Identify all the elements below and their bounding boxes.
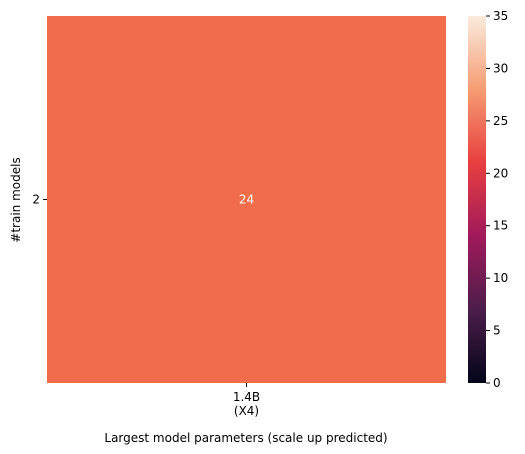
colorbar-tick-label: 30 <box>493 61 508 75</box>
y-axis-ticks: 2 <box>32 193 47 207</box>
colorbar-tick-label: 5 <box>493 324 501 338</box>
colorbar-tick-label: 25 <box>493 114 508 128</box>
colorbar-ticks: 0 5 10 15 20 25 30 35 <box>486 9 508 390</box>
heatmap-cell <box>47 16 446 383</box>
colorbar-tick-label: 0 <box>493 376 501 390</box>
colorbar-tick-label: 10 <box>493 271 508 285</box>
colorbar-tick-label: 20 <box>493 166 508 180</box>
colorbar-tick-label: 35 <box>493 9 508 23</box>
colorbar-tick-label: 15 <box>493 219 508 233</box>
x-tick-label: (X4) <box>234 404 259 418</box>
heatmap-cells: 24 <box>47 16 446 383</box>
x-axis-ticks: 1.4B(X4) <box>233 383 260 418</box>
colorbar <box>468 16 486 383</box>
x-tick-label: 1.4B <box>233 390 260 404</box>
x-axis-label: Largest model parameters (scale up predi… <box>104 431 387 445</box>
cell-value-label: 24 <box>239 193 254 207</box>
y-tick-label: 2 <box>32 193 40 207</box>
y-axis-label: #train models <box>9 157 23 242</box>
